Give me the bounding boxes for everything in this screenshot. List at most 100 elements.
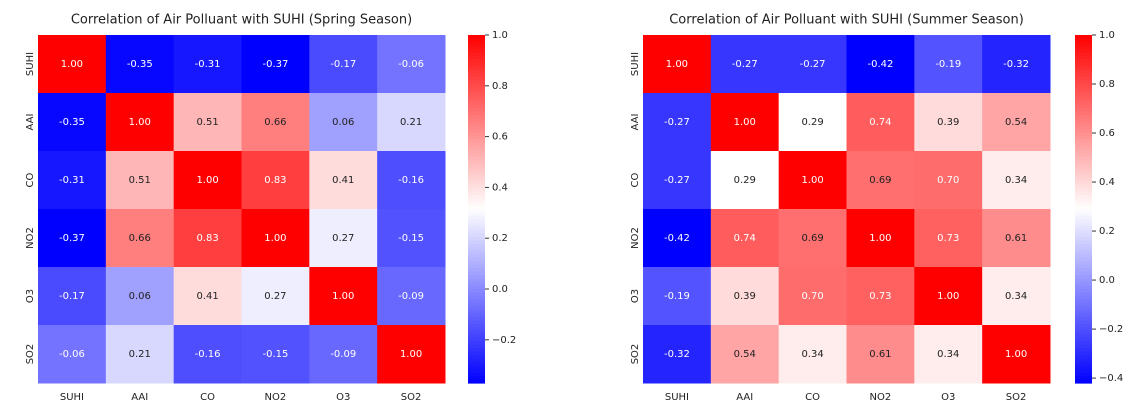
- cell-label: 1.00: [129, 117, 151, 128]
- colorbar-step: [1075, 362, 1092, 367]
- heatmap-cell: [105, 93, 175, 152]
- heatmap-cell: [377, 209, 446, 268]
- colorbar-step: [468, 139, 485, 144]
- colorbar-step: [1075, 365, 1092, 370]
- heatmap-cell: [309, 151, 378, 210]
- y-tick-label: NO2: [630, 227, 641, 249]
- heatmap-cell: [241, 151, 310, 210]
- heatmap-cell: [377, 93, 446, 152]
- colorbar-step: [468, 302, 485, 308]
- colorbar-step: [468, 299, 485, 304]
- cell-label: -0.19: [935, 59, 961, 70]
- colorbar-tick-label: 0.2: [1099, 226, 1115, 237]
- colorbar-tick-label: 0.4: [1099, 177, 1115, 188]
- cell-label: -0.31: [195, 59, 221, 70]
- heatmap-cell: [38, 35, 107, 94]
- colorbar-step: [1075, 128, 1092, 134]
- colorbar-step: [1075, 313, 1092, 318]
- heatmap-cell: [241, 209, 310, 268]
- colorbar-step: [468, 369, 485, 374]
- colorbar-step: [1075, 132, 1092, 137]
- heatmap-cell: [173, 151, 242, 210]
- colorbar-step: [1075, 296, 1092, 301]
- colorbar-step: [468, 125, 485, 130]
- colorbar-step: [1075, 369, 1092, 374]
- colorbar-step: [468, 66, 485, 71]
- heatmap-cell: [377, 325, 446, 384]
- colorbar-step: [1075, 229, 1092, 234]
- colorbar-step: [1075, 35, 1092, 40]
- colorbar-step: [1075, 306, 1092, 311]
- colorbar-step: [468, 243, 485, 248]
- colorbar-step: [468, 351, 485, 356]
- colorbar-step: [468, 296, 485, 301]
- colorbar-step: [468, 306, 485, 311]
- colorbar-step: [468, 118, 485, 123]
- colorbar-step: [1075, 108, 1092, 113]
- colorbar-tick-label: 0.4: [492, 182, 508, 193]
- colorbar-step: [1075, 327, 1092, 332]
- cell-label: 0.27: [264, 291, 286, 302]
- colorbar-step: [468, 376, 485, 381]
- colorbar-step: [468, 285, 485, 290]
- colorbar-step: [1075, 209, 1092, 214]
- colorbar-step: [1075, 236, 1092, 241]
- cell-label: -0.16: [398, 175, 424, 186]
- cell-label: -0.32: [1003, 59, 1029, 70]
- x-tick-label: SUHI: [60, 392, 84, 403]
- cell-label: 0.66: [129, 233, 151, 244]
- heatmap-cell: [710, 209, 780, 268]
- cell-label: 0.29: [801, 117, 823, 128]
- colorbar-step: [1075, 202, 1092, 207]
- y-tick-label: SUHI: [25, 52, 36, 76]
- heatmap-cell: [643, 325, 712, 384]
- heatmap-cell: [173, 209, 242, 268]
- colorbar-step: [468, 101, 485, 106]
- heatmap-cell: [309, 209, 378, 268]
- colorbar-step: [468, 323, 485, 328]
- cell-label: 0.61: [869, 349, 891, 360]
- cell-label: -0.09: [330, 349, 356, 360]
- cell-label: -0.19: [664, 291, 690, 302]
- colorbar-step: [468, 94, 485, 99]
- cell-label: 0.70: [801, 291, 823, 302]
- heatmap-cell: [778, 151, 847, 210]
- colorbar-step: [1075, 341, 1092, 346]
- colorbar-step: [1075, 73, 1092, 78]
- cell-label: 0.66: [264, 117, 286, 128]
- colorbar-step: [468, 52, 485, 57]
- colorbar-step: [1075, 167, 1092, 172]
- cell-label: 1.00: [196, 175, 218, 186]
- cell-label: -0.16: [195, 349, 221, 360]
- x-tick-label: SO2: [1006, 392, 1027, 403]
- cell-label: 0.21: [400, 117, 422, 128]
- colorbar-step: [468, 62, 485, 67]
- colorbar-step: [468, 97, 485, 102]
- cell-label: -0.17: [330, 59, 356, 70]
- colorbar-step: [1075, 48, 1092, 53]
- colorbar-step: [468, 146, 485, 151]
- cell-label: 0.73: [937, 233, 959, 244]
- colorbar-step: [1075, 55, 1092, 60]
- colorbar-tick-label: −0.4: [1099, 373, 1123, 384]
- colorbar-step: [468, 330, 485, 335]
- colorbar-step: [468, 35, 485, 40]
- cell-label: 1.00: [400, 349, 422, 360]
- colorbar-step: [1075, 282, 1092, 287]
- heatmap-cell: [846, 35, 915, 94]
- cell-label: 0.61: [1005, 233, 1027, 244]
- heatmap-cell: [778, 93, 847, 152]
- colorbar-step: [1075, 191, 1092, 196]
- cell-label: 0.54: [1005, 117, 1027, 128]
- colorbar-step: [468, 142, 485, 147]
- colorbar-step: [1075, 337, 1092, 342]
- heatmap-cell: [846, 325, 915, 384]
- colorbar-step: [468, 215, 485, 221]
- cell-label: 0.73: [869, 291, 891, 302]
- colorbar-tick-label: −0.2: [492, 335, 516, 346]
- colorbar-step: [1075, 254, 1092, 259]
- colorbar-step: [1075, 261, 1092, 266]
- colorbar-step: [1075, 257, 1092, 262]
- y-tick-label: SO2: [25, 344, 36, 365]
- x-tick-label: O3: [336, 392, 350, 403]
